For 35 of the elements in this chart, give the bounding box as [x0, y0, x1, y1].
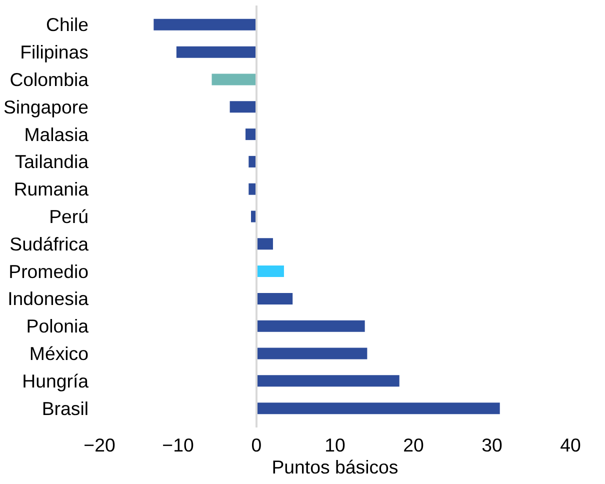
y-tick-label: Sudáfrica	[10, 233, 90, 254]
bar	[246, 128, 256, 140]
x-tick-label: 20	[403, 434, 424, 456]
bar	[154, 18, 256, 30]
x-tick-label: 30	[482, 434, 502, 456]
y-tick-label: Hungría	[22, 370, 90, 392]
bar	[256, 402, 500, 414]
x-tick-label: 0	[251, 434, 262, 456]
x-tick-label: −10	[162, 434, 194, 456]
y-tick-label: Filipinas	[20, 42, 89, 63]
y-tick-label: Polonia	[26, 316, 90, 337]
x-axis-title: Puntos básicos	[272, 456, 398, 478]
bar	[230, 101, 256, 113]
y-tick-label: Chile	[46, 14, 88, 36]
y-tick-label: Singapore	[3, 96, 89, 118]
y-tick-label: Promedio	[8, 260, 89, 282]
y-tick-label: Brasil	[42, 398, 89, 419]
y-tick-label: Tailandia	[14, 151, 90, 172]
bar	[256, 266, 284, 278]
bar	[256, 238, 273, 250]
x-tick-label: 10	[324, 434, 346, 456]
bar	[256, 348, 368, 360]
bar	[256, 375, 400, 387]
y-tick-label: Rumania	[14, 178, 90, 200]
bar	[256, 292, 293, 304]
y-tick-label: Indonesia	[8, 288, 90, 310]
y-tick-label: Malasia	[24, 124, 90, 145]
y-tick-label: Perú	[49, 206, 89, 227]
y-tick-label: Colombia	[10, 68, 90, 90]
bar	[256, 320, 365, 332]
x-tick-label: −20	[84, 434, 116, 456]
x-tick-label: 40	[560, 434, 581, 456]
bar	[212, 74, 256, 86]
y-tick-label: México	[29, 343, 88, 364]
bar	[176, 46, 256, 58]
